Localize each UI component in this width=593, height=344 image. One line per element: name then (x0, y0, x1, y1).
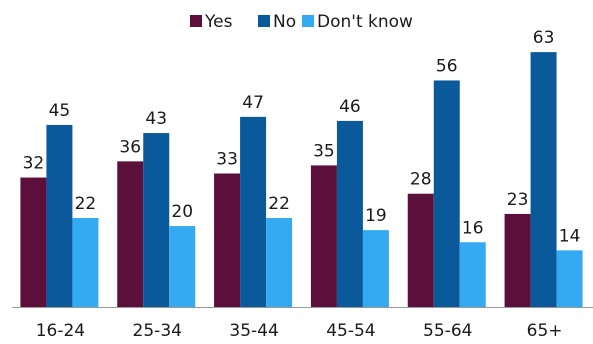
value-label-no-16-24: 45 (49, 101, 71, 121)
value-label-yes-16-24: 32 (23, 154, 45, 174)
bar-yes-55-64 (407, 193, 434, 307)
bar-no-45-54 (336, 120, 363, 307)
legend-swatch-don-t-know (302, 15, 314, 27)
value-label-no-55-64: 56 (436, 56, 458, 76)
bar-don-t-know-55-64 (459, 242, 486, 307)
value-label-don-t-know-25-34: 20 (171, 202, 193, 222)
bar-don-t-know-16-24 (72, 218, 99, 307)
x-tick-label: 65+ (527, 321, 563, 341)
bar-yes-45-54 (310, 165, 337, 307)
value-label-yes-45-54: 35 (313, 141, 335, 161)
bar-yes-35-44 (214, 173, 241, 307)
bar-no-25-34 (143, 133, 170, 307)
bar-don-t-know-45-54 (362, 230, 389, 307)
bar-no-35-44 (240, 116, 267, 307)
value-label-don-t-know-55-64: 16 (462, 218, 484, 238)
value-label-don-t-know-45-54: 19 (365, 206, 387, 226)
x-tick-label: 55-64 (423, 321, 472, 341)
bar-don-t-know-25-34 (169, 226, 196, 307)
bars (20, 52, 583, 307)
bar-yes-65+ (504, 213, 531, 307)
bar-no-65+ (530, 52, 557, 307)
value-label-yes-25-34: 36 (119, 137, 141, 157)
bar-don-t-know-35-44 (266, 218, 293, 307)
value-label-don-t-know-65+: 14 (559, 226, 581, 246)
bar-yes-25-34 (117, 161, 144, 307)
value-label-yes-35-44: 33 (216, 150, 238, 170)
legend-label-yes: Yes (204, 12, 233, 32)
bar-yes-16-24 (20, 177, 47, 307)
value-label-don-t-know-16-24: 22 (75, 194, 97, 214)
x-tick-label: 45-54 (326, 321, 375, 341)
legend-swatch-yes (190, 15, 202, 27)
legend-label-don-t-know: Don't know (317, 12, 413, 32)
bar-no-16-24 (46, 124, 73, 307)
legend-label-no: No (273, 12, 296, 32)
value-label-yes-65+: 23 (507, 190, 529, 210)
value-label-no-45-54: 46 (339, 97, 361, 117)
x-tick-label: 25-34 (133, 321, 182, 341)
x-tick-label: 35-44 (229, 321, 278, 341)
value-label-yes-55-64: 28 (410, 170, 432, 190)
legend-swatch-no (258, 15, 270, 27)
x-tick-label: 16-24 (36, 321, 85, 341)
legend: Yes No Don't know (190, 12, 413, 32)
value-label-no-65+: 63 (533, 28, 555, 48)
value-label-no-35-44: 47 (242, 93, 264, 113)
bar-no-55-64 (433, 80, 460, 307)
value-label-no-25-34: 43 (145, 109, 167, 129)
bar-don-t-know-65+ (556, 250, 583, 307)
value-label-don-t-know-35-44: 22 (268, 194, 290, 214)
x-axis-labels: 16-24 25-34 35-44 45-54 55-64 65+ (36, 321, 563, 341)
